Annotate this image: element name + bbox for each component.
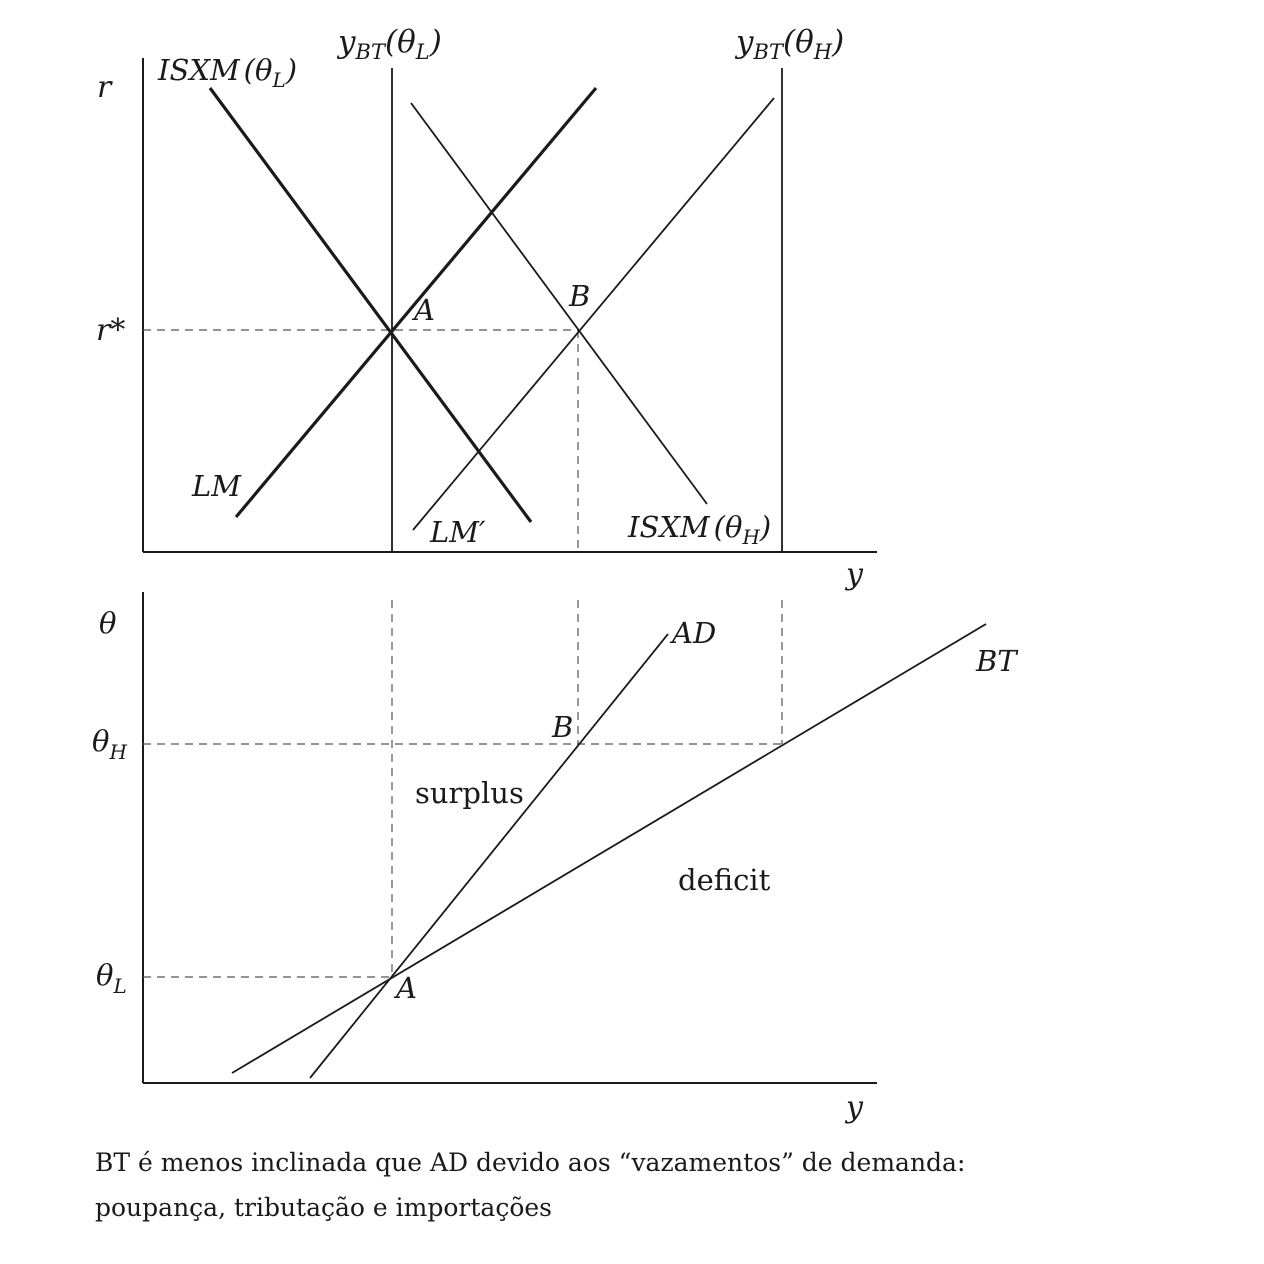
isxm-low-label: ISXM (θL) [157,53,297,92]
top-point-a-label: A [411,293,435,327]
theta-high-label: θH [92,724,127,764]
ybt-low-label: yBT(θL) [336,24,442,64]
diagram-canvas: r y r* yBT(θL) yBT(θH) ISXM (θL) ISXM (θH)… [92,24,1019,1125]
bottom-point-b-label: B [551,710,573,744]
caption-line-2: poupança, tributação e importações [95,1193,552,1222]
ad-label: AD [669,616,716,650]
isxm-low-curve [208,87,533,523]
r-star-label: r* [96,313,125,348]
ybt-high-label: yBT(θH) [734,24,844,64]
top-panel: r y r* yBT(θL) yBT(θH) ISXM (θL) ISXM (θH)… [96,24,877,592]
bottom-point-a-label: A [393,971,417,1005]
deficit-region-label: deficit [678,863,771,897]
caption-line-1: BT é menos inclinada que AD devido aos “… [95,1148,966,1177]
isxm-high-curve [410,102,708,505]
caption: BT é menos inclinada que AD devido aos “… [95,1140,1095,1230]
surplus-region-label: surplus [415,776,524,810]
bt-label: BT [975,644,1019,678]
bottom-panel: θ y θH θL AD BT B A surplus deficit [92,592,1019,1125]
isxm-high-label: ISXM (θH) [627,510,771,549]
lm-curve [234,86,598,519]
theta-low-label: θL [96,958,127,998]
lm-label: LM [191,469,242,503]
bottom-x-axis-label: y [844,1090,864,1125]
top-x-axis-label: y [844,557,864,592]
lm-prime-label: LM′ [429,515,486,549]
ad-line [309,633,669,1079]
top-point-b-label: B [568,279,590,313]
top-y-axis-label: r [97,70,113,105]
lm-prime-curve [412,97,775,531]
bt-line [231,623,987,1074]
bottom-y-axis-label: θ [99,606,116,640]
